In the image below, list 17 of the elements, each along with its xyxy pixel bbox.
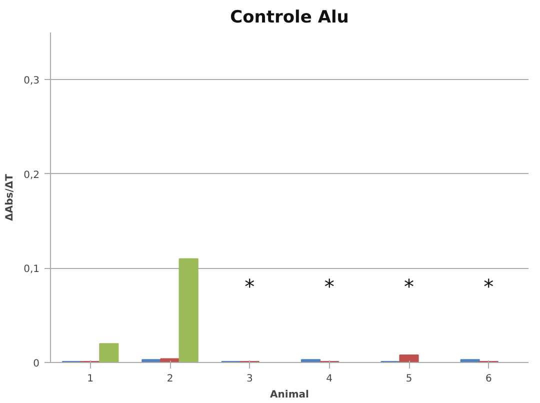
x-tick-label: 5 xyxy=(406,374,412,384)
x-tick-label: 1 xyxy=(87,374,94,384)
x-axis-title: Animal xyxy=(270,390,309,400)
annotation: * xyxy=(484,274,494,299)
annotation: * xyxy=(404,274,414,299)
x-tick-label: 3 xyxy=(246,374,253,384)
x-tick-label: 2 xyxy=(166,374,174,384)
y-tick-label: 0,2 xyxy=(24,170,40,181)
y-axis-title: ΔAbs/ΔT xyxy=(4,174,16,221)
x-tick-label: 4 xyxy=(326,374,333,384)
y-tick-label: 0,1 xyxy=(24,264,40,276)
chart-title: Controle Alu xyxy=(230,8,349,28)
annotation: * xyxy=(244,274,255,299)
y-tick-label: 0 xyxy=(33,358,40,370)
annotation: * xyxy=(324,274,334,299)
x-tick-label: 6 xyxy=(485,374,492,384)
y-tick-label: 0,3 xyxy=(24,76,40,87)
